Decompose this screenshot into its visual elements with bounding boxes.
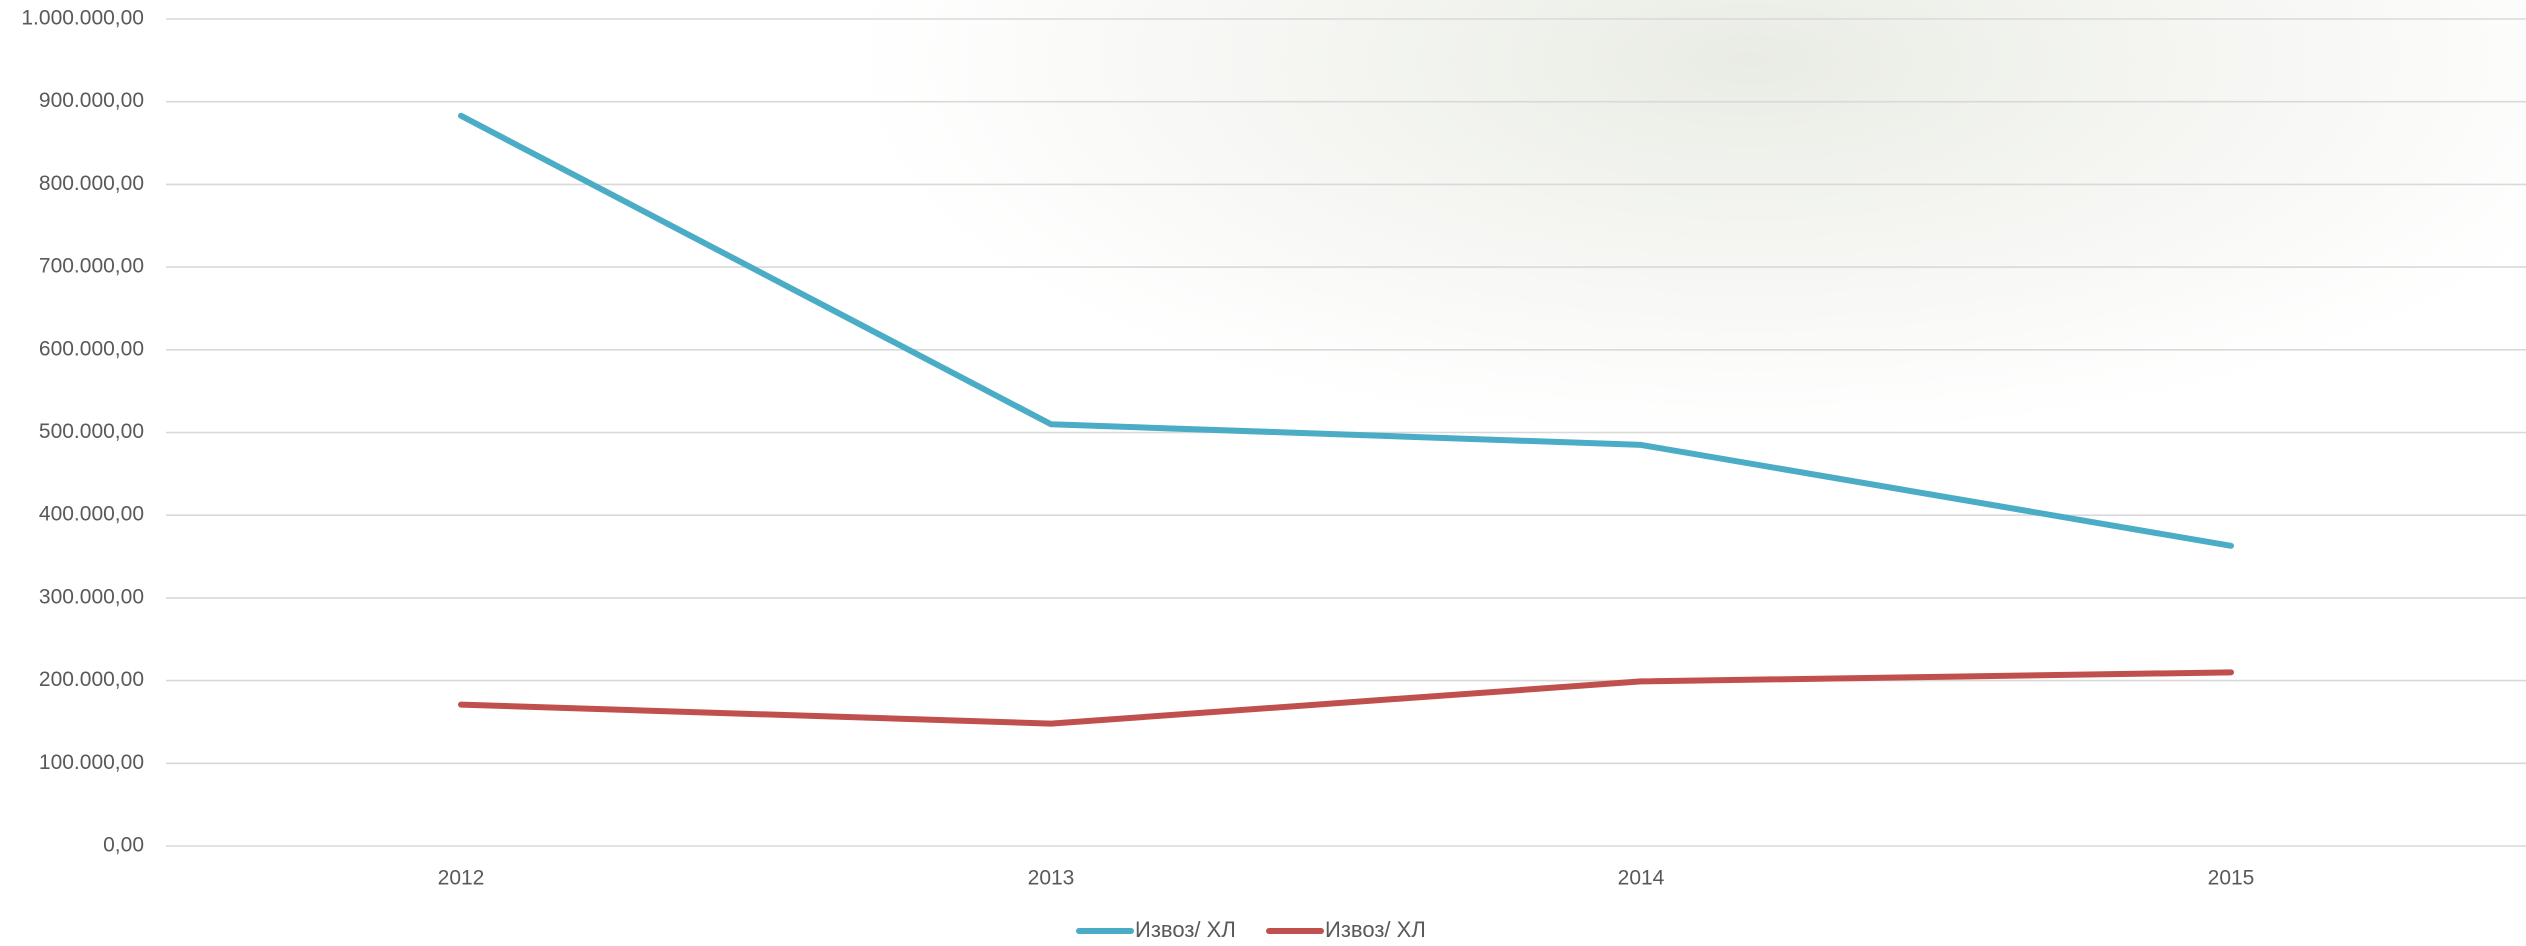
x-tick-label: 2012 [438,867,485,890]
y-tick-label: 0,00 [103,834,144,857]
y-tick-label: 100.000,00 [39,751,144,774]
y-tick-label: 300.000,00 [39,585,144,608]
legend-label: Извоз/ ХЛ [1135,917,1236,942]
y-tick-label: 900.000,00 [39,89,144,112]
chart: 0,00 100.000,00 200.000,00 300.000,00 400.00… [0,0,2526,946]
x-tick-label: 2015 [2208,867,2255,890]
y-tick-label: 600.000,00 [39,337,144,360]
y-tick-label: 500.000,00 [39,420,144,443]
page: {"chart_data": {"type": "line", "categor… [0,0,2526,946]
y-tick-label: 800.000,00 [39,172,144,195]
data-line [461,116,2231,546]
y-tick-label: 700.000,00 [39,255,144,278]
y-tick-label: 200.000,00 [39,668,144,691]
legend-label: Извоз/ ХЛ [1325,917,1426,942]
y-tick-label: 400.000,00 [39,503,144,526]
x-tick-label: 2013 [1028,867,1075,890]
x-tick-label: 2014 [1618,867,1665,890]
y-tick-label: 1.000.000,00 [21,7,144,30]
